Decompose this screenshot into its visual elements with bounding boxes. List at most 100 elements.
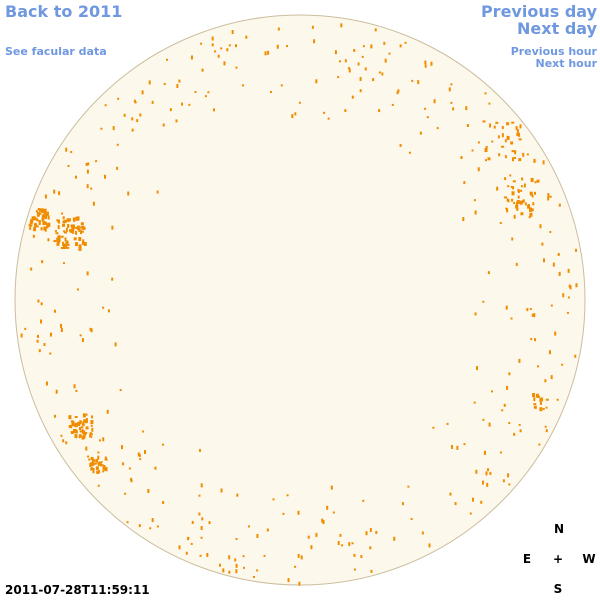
facula: [98, 439, 101, 442]
facula: [408, 151, 411, 154]
facula: [43, 226, 47, 231]
facula: [575, 248, 578, 252]
facula: [294, 565, 297, 568]
facula: [187, 536, 190, 539]
facula: [63, 230, 66, 233]
facula: [60, 323, 63, 328]
facula: [337, 76, 340, 79]
facula: [280, 84, 283, 87]
facula: [112, 126, 115, 131]
next-hour-link[interactable]: Next hour: [535, 57, 598, 70]
facula: [200, 42, 203, 45]
facula: [86, 271, 89, 276]
facula: [97, 484, 100, 487]
facula: [556, 398, 559, 401]
facula: [102, 306, 105, 309]
facula: [40, 302, 43, 306]
facula: [529, 307, 532, 310]
facula: [67, 164, 70, 167]
facula: [485, 145, 488, 149]
facula: [33, 223, 36, 226]
facula: [488, 422, 491, 427]
facula: [92, 469, 95, 474]
facula: [81, 435, 85, 440]
facula: [87, 455, 90, 458]
facula: [72, 230, 75, 234]
facula: [121, 445, 124, 450]
facula: [357, 62, 360, 66]
facula: [330, 485, 333, 490]
facula: [557, 252, 560, 256]
facula: [44, 212, 48, 217]
next-day-link[interactable]: Next day: [517, 19, 597, 38]
facula: [43, 208, 47, 212]
facula: [220, 488, 223, 493]
facular-link[interactable]: See facular data: [5, 45, 107, 58]
facula: [466, 124, 469, 128]
facula: [228, 555, 231, 560]
facula: [473, 199, 476, 202]
facula: [78, 246, 82, 251]
facula: [402, 502, 405, 506]
back-link[interactable]: Back to 2011: [5, 2, 123, 21]
facula: [497, 135, 500, 139]
facula: [180, 102, 183, 106]
facula: [298, 581, 301, 586]
facula: [89, 327, 92, 331]
facula: [214, 50, 217, 53]
facula: [534, 338, 537, 342]
facula: [574, 354, 577, 358]
facula: [463, 181, 466, 185]
facula: [154, 466, 157, 470]
facula: [542, 407, 545, 410]
facula: [522, 152, 525, 157]
facula: [57, 219, 60, 224]
facula: [499, 221, 502, 224]
facula: [341, 544, 344, 547]
facula: [513, 201, 516, 204]
facula: [90, 328, 93, 333]
facula: [76, 288, 79, 291]
facula: [76, 216, 80, 221]
facula: [519, 124, 522, 129]
facula: [549, 195, 552, 198]
facula: [43, 221, 47, 225]
facula: [36, 213, 40, 216]
facula: [198, 448, 201, 452]
facula: [476, 366, 479, 371]
facula: [231, 30, 234, 35]
facula: [451, 444, 454, 449]
facula: [504, 177, 507, 181]
facula: [539, 401, 542, 405]
facula: [513, 214, 516, 219]
facula: [486, 482, 489, 487]
facula: [436, 127, 439, 130]
facula: [49, 332, 52, 337]
facula: [68, 415, 72, 420]
facula: [321, 518, 324, 523]
facula: [518, 358, 521, 363]
facula: [85, 413, 88, 416]
facula: [91, 459, 94, 464]
facula: [138, 453, 141, 457]
facula: [83, 419, 87, 424]
facula: [547, 193, 550, 198]
facula: [38, 209, 41, 212]
facula: [242, 566, 245, 569]
facula: [33, 227, 37, 232]
previous-day-link[interactable]: Previous day: [480, 2, 597, 21]
facula: [411, 79, 414, 82]
facula: [54, 230, 57, 233]
facula: [58, 191, 61, 196]
facula: [206, 552, 209, 557]
facula: [32, 234, 35, 238]
facula: [410, 518, 413, 521]
previous-hour-link[interactable]: Previous hour: [510, 45, 597, 58]
facula: [535, 393, 539, 398]
facula: [514, 156, 517, 159]
facula: [87, 162, 90, 166]
facula: [53, 240, 56, 243]
facula: [65, 441, 68, 445]
facula: [40, 227, 43, 230]
facula: [35, 210, 38, 213]
